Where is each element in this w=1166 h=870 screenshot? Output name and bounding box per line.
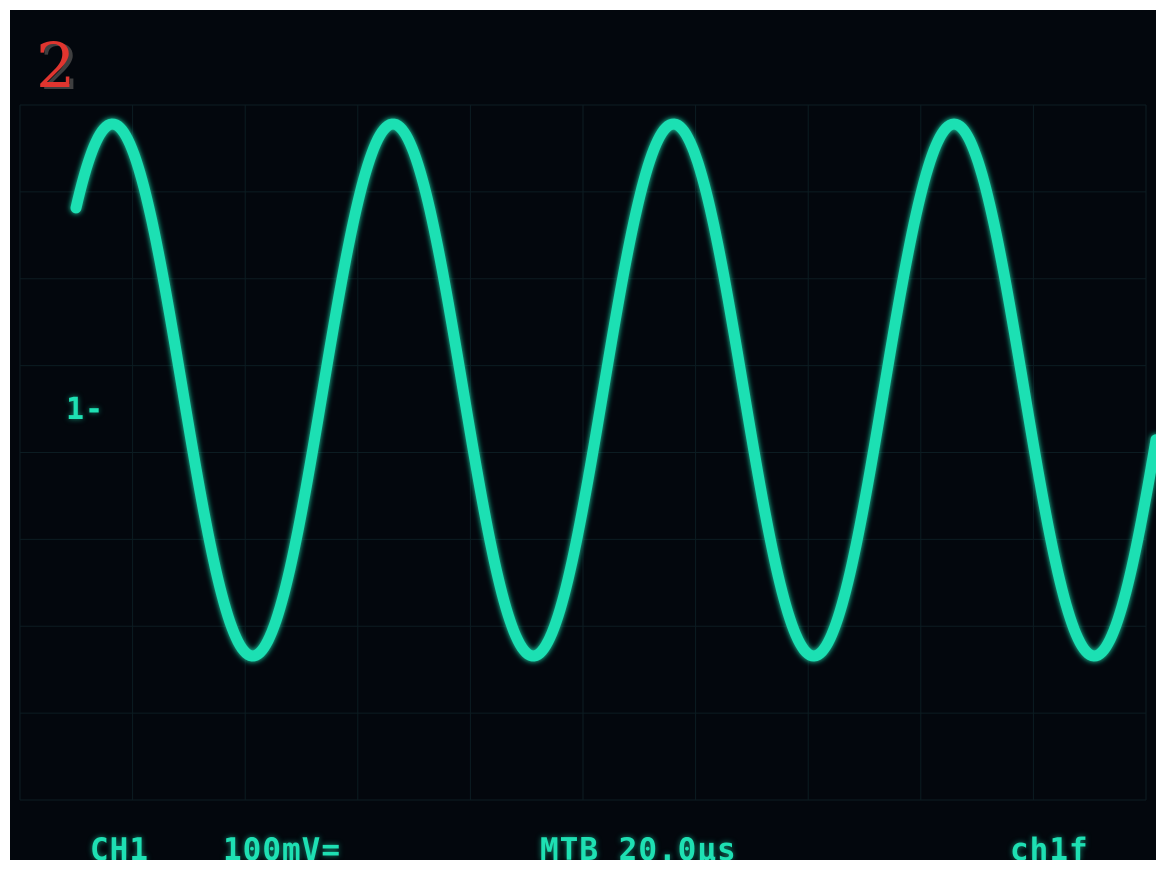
status-volts-per-div: 100mV= xyxy=(223,832,341,860)
crt-display: 1- CH1 100mV= MTB 20.0μs ch1f 2 xyxy=(10,10,1156,860)
sine-trace xyxy=(70,118,1156,662)
status-channel-label: CH1 xyxy=(90,832,149,860)
status-timebase: MTB 20.0μs xyxy=(540,832,737,860)
channel-1-ground-marker: 1- xyxy=(66,392,105,427)
status-trigger-source: ch1f xyxy=(1010,832,1089,860)
graticule-grid xyxy=(19,104,1147,801)
waveform-display xyxy=(19,104,1156,801)
frame-number-label: 2 xyxy=(36,29,76,102)
